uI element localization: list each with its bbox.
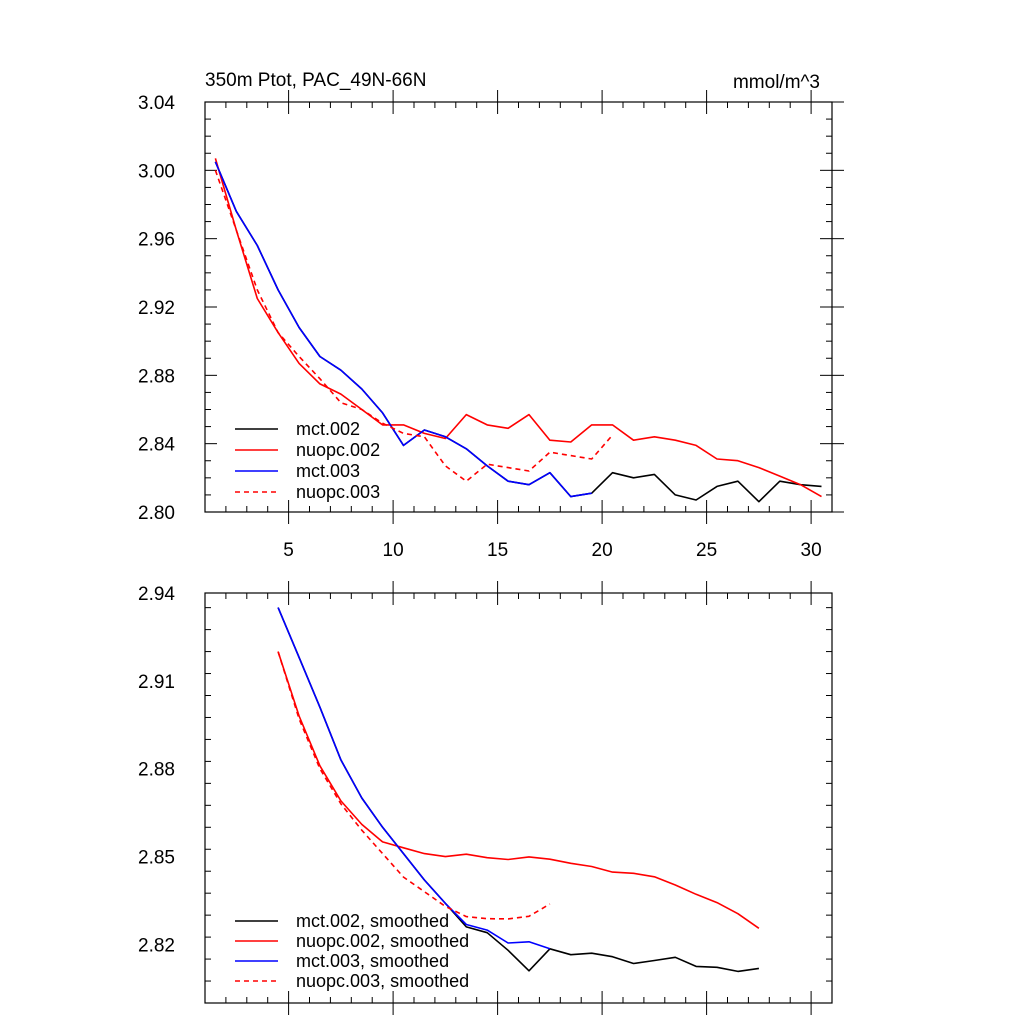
y-tick-label: 2.88: [138, 366, 175, 387]
y-tick-label: 2.91: [138, 672, 175, 693]
legend-label: mct.003: [296, 461, 360, 481]
x-tick-label: 20: [592, 540, 613, 561]
chart-title: 350m Ptot, PAC_49N-66N: [205, 70, 426, 91]
y-tick-label: 2.92: [138, 298, 175, 319]
series-line-mct-003: [214, 161, 592, 498]
y-tick-label: 2.94: [138, 584, 175, 605]
units-label: mmol/m^3: [733, 72, 820, 93]
x-tick-label: 10: [383, 540, 404, 561]
x-tick-label: 30: [801, 540, 822, 561]
legend-label: nuopc.002: [296, 440, 380, 460]
x-tick-label: 15: [487, 540, 508, 561]
top-chart: 350m Ptot, PAC_49N-66N mmol/m^3 5 10 15 20 2…: [138, 70, 844, 561]
series-line-nuopc-002-smoothed: [277, 651, 760, 929]
y-tick-label: 3.04: [138, 93, 175, 114]
x-tick-label: 25: [696, 540, 717, 561]
y-tick-label: 2.96: [138, 230, 175, 251]
y-tick-label: 2.84: [138, 435, 175, 456]
legend-label: nuopc.003, smoothed: [296, 971, 469, 991]
y-tick-label: 2.85: [138, 848, 175, 869]
series-line-mct-003-smoothed: [277, 607, 551, 950]
legend-label: nuopc.002, smoothed: [296, 931, 469, 951]
legend-label: mct.002, smoothed: [296, 911, 449, 931]
legend-label: mct.003, smoothed: [296, 951, 449, 971]
y-tick-label: 2.82: [138, 935, 175, 956]
y-tick-label: 2.88: [138, 760, 175, 781]
y-tick-label: 3.00: [138, 161, 175, 182]
series-line-nuopc-003-smoothed: [277, 651, 551, 920]
series-line-nuopc-003: [214, 170, 614, 483]
y-tick-label: 2.80: [138, 503, 175, 524]
legend-label: mct.002: [296, 419, 360, 439]
legend-label: nuopc.003: [296, 482, 380, 502]
x-tick-label: 5: [283, 540, 294, 561]
series-line-nuopc-002: [214, 158, 822, 498]
